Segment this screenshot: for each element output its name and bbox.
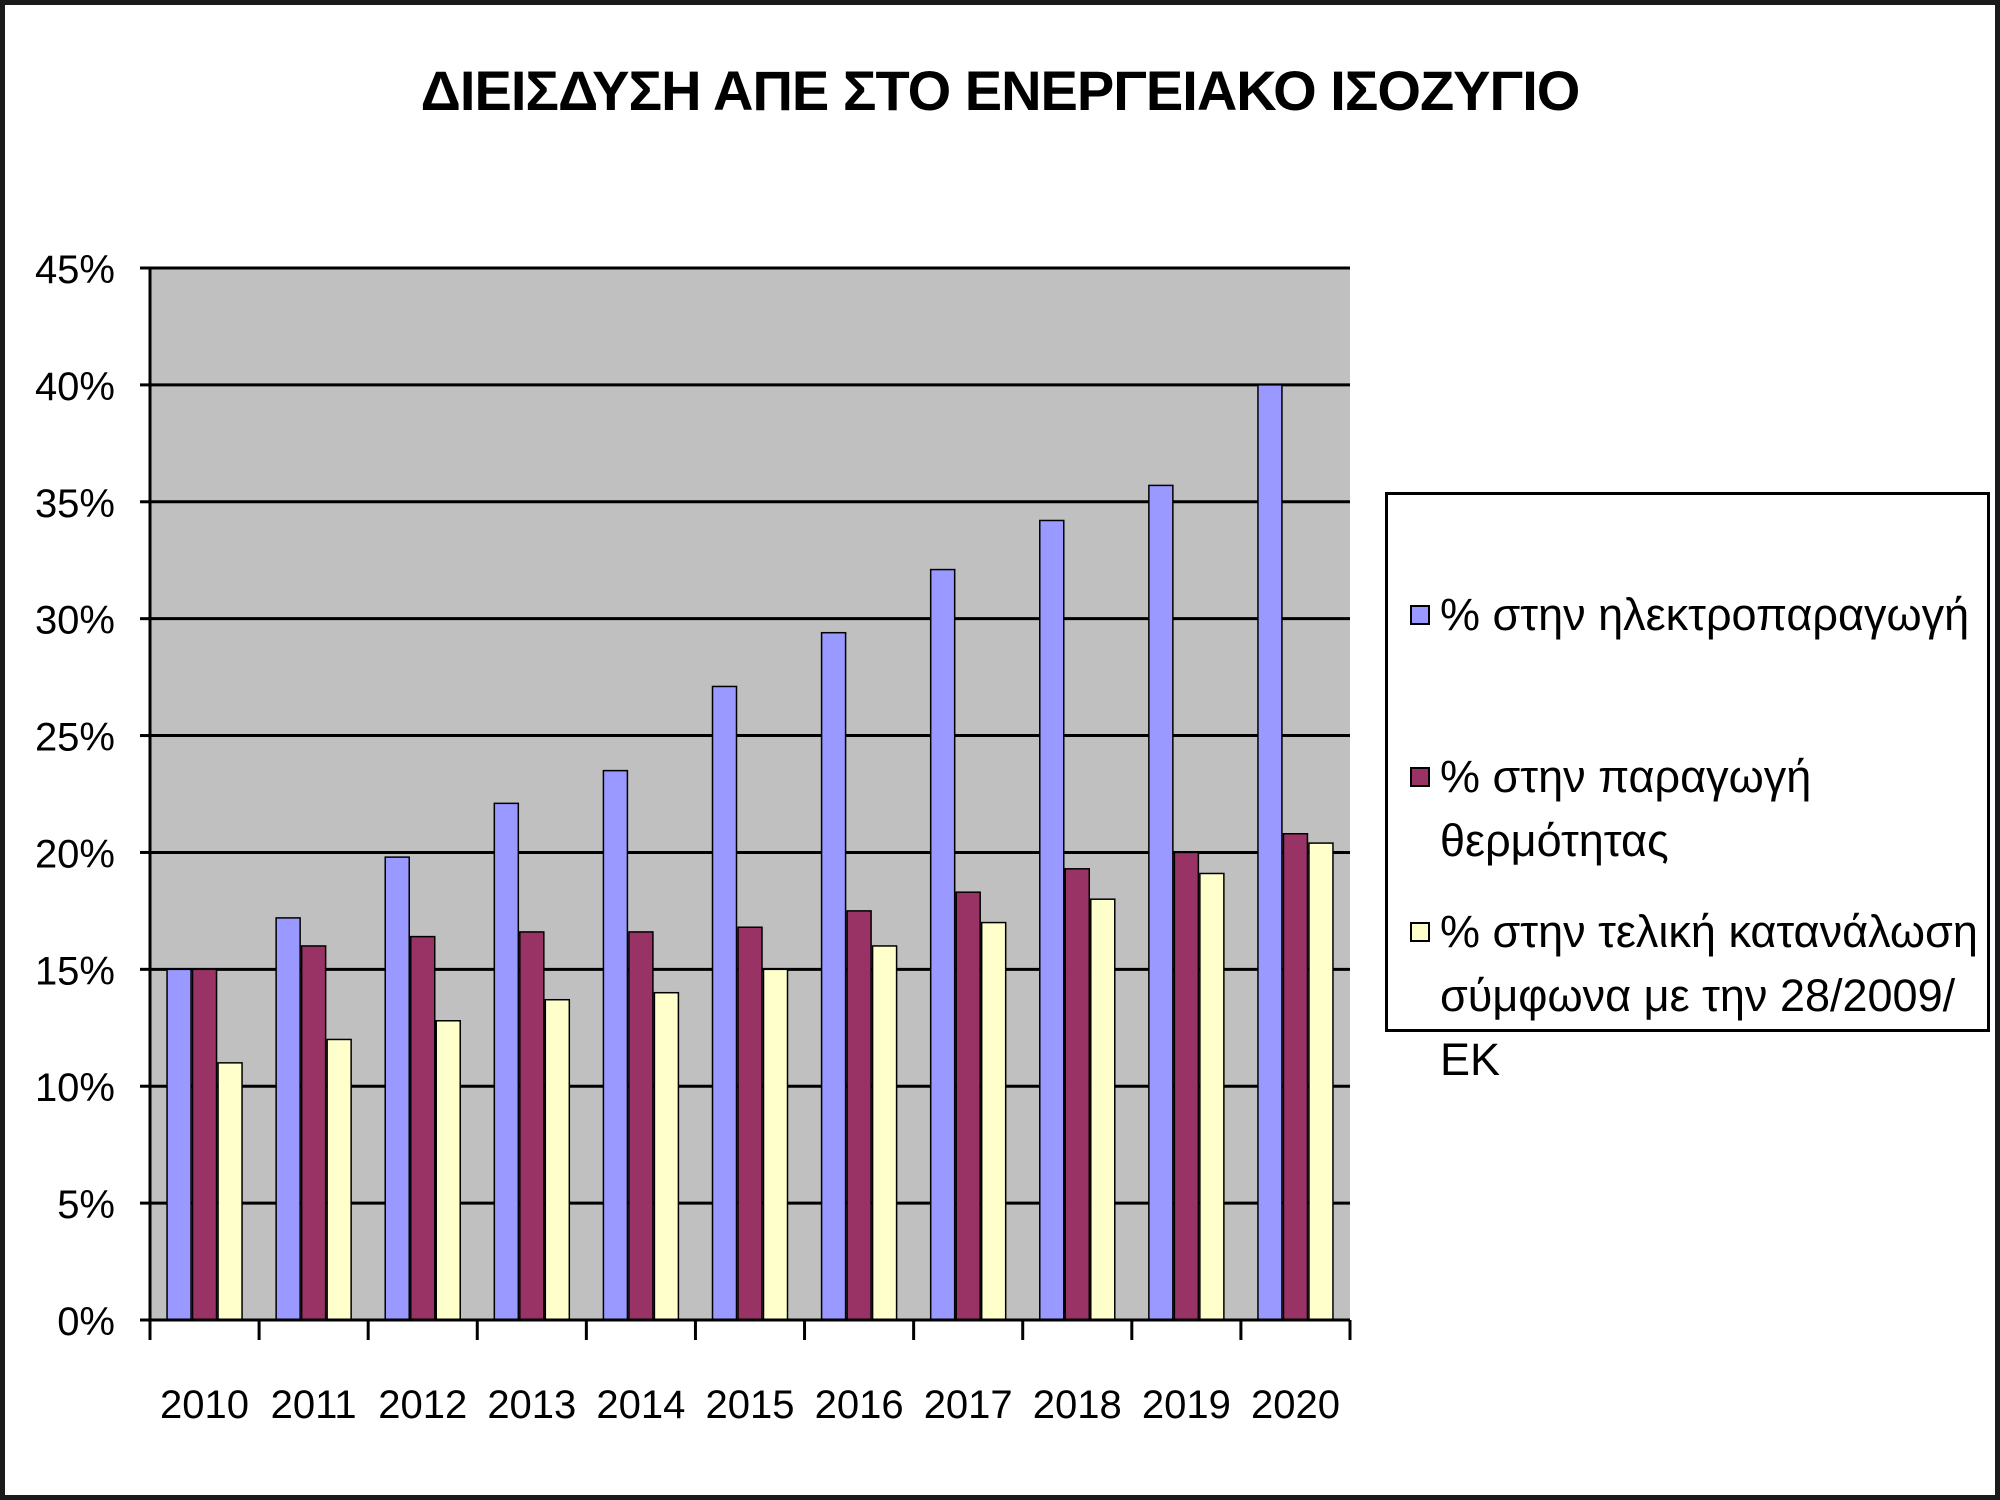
bar: [929, 568, 956, 1321]
bar: [1064, 868, 1091, 1321]
y-tick-label: 45%: [35, 248, 115, 292]
y-tick-label: 15%: [35, 949, 115, 993]
legend: % στην ηλεκτροπαραγωγή % στην παραγωγή θ…: [1385, 492, 1990, 1085]
bar: [519, 931, 545, 1321]
bar: [980, 921, 1007, 1321]
bar: [217, 1062, 243, 1321]
x-tick-label: 2012: [378, 1383, 467, 1427]
bar: [326, 1038, 352, 1321]
bar: [1282, 832, 1309, 1321]
bar: [820, 631, 847, 1321]
y-tick-label: 40%: [35, 365, 115, 409]
x-tick-label: 2017: [924, 1383, 1013, 1427]
bar: [166, 968, 192, 1321]
x-tick-label: 2010: [160, 1383, 249, 1427]
bars: [166, 384, 1334, 1321]
y-tick-label: 0%: [57, 1300, 115, 1344]
x-tick-label: 2015: [706, 1383, 795, 1427]
bar: [737, 926, 763, 1321]
bar: [628, 931, 654, 1321]
x-tick-label: 2018: [1033, 1383, 1122, 1427]
bar: [711, 685, 738, 1321]
bar: [191, 968, 218, 1321]
x-tick-label: 2011: [271, 1383, 357, 1427]
legend-swatch-heat: [1410, 767, 1430, 787]
y-tick-label: 5%: [57, 1183, 115, 1227]
bar: [275, 917, 301, 1321]
bar: [1148, 484, 1174, 1321]
legend-swatch-final-consumption: [1410, 922, 1430, 942]
y-tick-label: 25%: [35, 716, 115, 760]
bar: [544, 998, 571, 1321]
y-tick-label: 35%: [35, 482, 115, 526]
y-tick-labels: 0% 5% 10% 15% 20% 25% 30% 35% 40% 45%: [35, 248, 115, 1344]
bar: [653, 991, 680, 1321]
x-tick-label: 2016: [815, 1383, 904, 1427]
bar: [871, 945, 898, 1321]
legend-label: % στην ηλεκτροπαραγωγή: [1440, 589, 1970, 640]
bar: [435, 1020, 461, 1321]
legend-label: % στην τελική κατανάλωση σύμφωνα με την …: [1440, 906, 1978, 1085]
x-tick-label: 2014: [596, 1383, 685, 1427]
bar: [409, 935, 436, 1321]
bar: [1257, 384, 1283, 1321]
x-tick-label: 2019: [1142, 1383, 1231, 1427]
legend-swatch-electricity: [1410, 605, 1430, 625]
x-tick-labels: 2010 2011 2012 2013 2014 2015 2016 2017 2018 2019…: [160, 1383, 1340, 1427]
y-tick-label: 20%: [35, 832, 115, 876]
bar: [300, 945, 327, 1321]
bar: [1039, 519, 1065, 1321]
bar: [955, 891, 981, 1321]
x-tick-label: 2020: [1251, 1383, 1340, 1427]
bar: [602, 769, 629, 1321]
bar: [1090, 898, 1116, 1321]
y-tick-label: 30%: [35, 599, 115, 643]
y-tick-label: 10%: [35, 1066, 115, 1110]
legend-label: % στην παραγωγή θερμότητας: [1440, 751, 1812, 866]
bar: [493, 802, 520, 1321]
bar: [762, 968, 789, 1321]
chart-title: ΔΙΕΙΣΔΥΣΗ ΑΠΕ ΣΤΟ ΕΝΕΡΓΕΙΑΚΟ ΙΣΟΖΥΓΙΟ: [420, 59, 1581, 122]
bar: [1199, 872, 1225, 1321]
bar: [1308, 842, 1334, 1321]
x-tick-label: 2013: [487, 1383, 576, 1427]
bar: [384, 856, 410, 1321]
bar: [1173, 851, 1200, 1321]
axes: [140, 266, 1352, 1340]
bar: [846, 910, 872, 1321]
